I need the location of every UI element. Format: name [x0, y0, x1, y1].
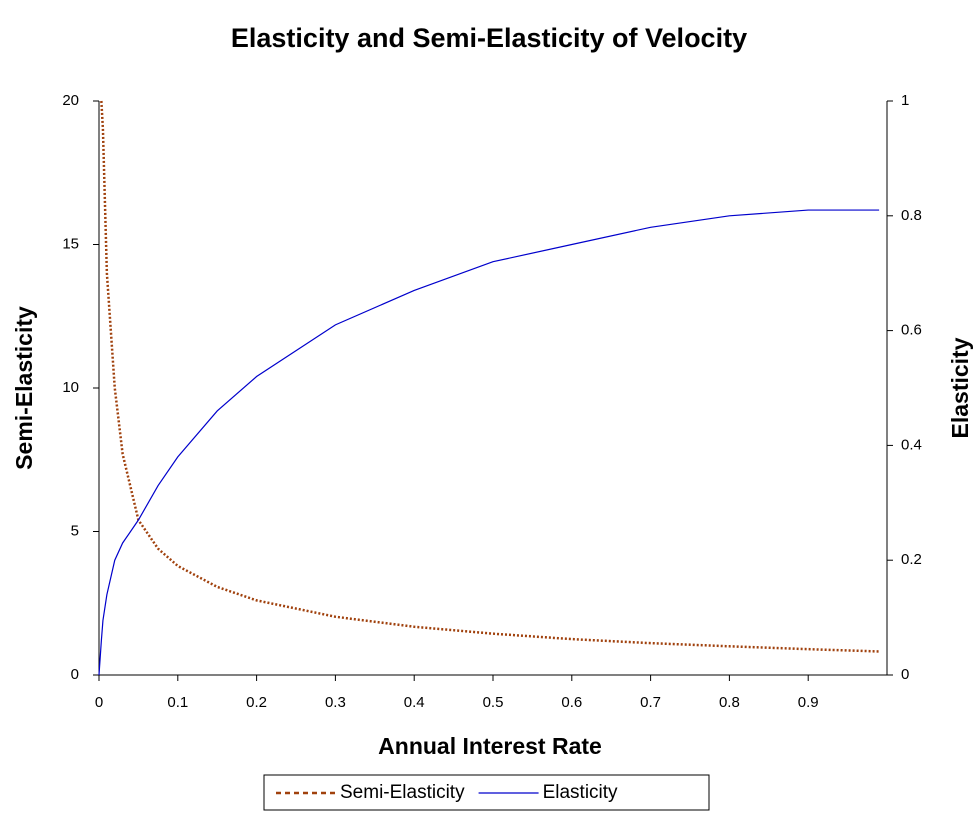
y2-tick-label: 0	[901, 666, 909, 683]
x-tick-label: 0.2	[246, 694, 267, 711]
y2-tick-label: 1	[901, 92, 909, 109]
x-tick-label: 0	[95, 694, 103, 711]
x-tick-label: 0.9	[798, 694, 819, 711]
y2-tick-label: 0.6	[901, 322, 922, 339]
legend-label: Elasticity	[543, 782, 618, 803]
y-tick-label: 10	[62, 379, 79, 396]
y-tick-label: 20	[62, 92, 79, 109]
x-tick-label: 0.7	[640, 694, 661, 711]
y2-tick-label: 0.4	[901, 436, 922, 453]
series-line	[98, 209, 880, 676]
y-tick-label: 15	[62, 235, 79, 252]
y2-tick-label: 0.8	[901, 207, 922, 224]
x-tick-label: 0.6	[561, 694, 582, 711]
x-axis-title: Annual Interest Rate	[378, 733, 602, 759]
x-tick-label: 0.8	[719, 694, 740, 711]
series-line	[100, 100, 880, 653]
x-tick-label: 0.3	[325, 694, 346, 711]
x-tick-label: 0.1	[167, 694, 188, 711]
y-axis-title: Semi-Elasticity	[11, 306, 37, 470]
y-tick-label: 5	[71, 522, 79, 539]
chart-title: Elasticity and Semi-Elasticity of Veloci…	[231, 23, 747, 53]
x-tick-label: 0.5	[483, 694, 504, 711]
y2-axis-title: Elasticity	[947, 337, 973, 438]
x-tick-label: 0.4	[404, 694, 425, 711]
y2-tick-label: 0.2	[901, 551, 922, 568]
legend-label: Semi-Elasticity	[340, 782, 465, 803]
y-tick-label: 0	[71, 666, 79, 683]
